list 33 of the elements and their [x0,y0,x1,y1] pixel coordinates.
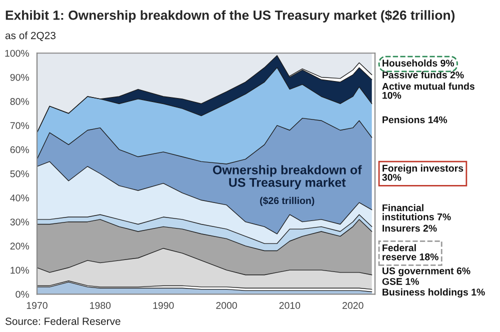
x-tick-label: 1980 [90,302,111,309]
y-tick-label: 0% [16,290,30,298]
series-label: Financial institutions 7% [382,204,451,220]
y-tick-label: 90% [10,74,30,81]
y-tick-label: 10% [10,266,30,274]
series-label: Households 9% [382,59,454,67]
series-label: GSE 1% [382,278,419,285]
y-tick-label: 40% [10,194,30,202]
annotation: Ownership breakdown of US Treasury market [212,165,362,190]
series-label: US government 6% [382,267,470,276]
series-label: Insurers 2% [382,224,437,232]
series-label: Foreign investors 30% [382,164,464,181]
y-tick-label: 60% [10,146,30,154]
series-label: Business holdings 1% [382,288,485,298]
annotation: ($26 trillion) [260,196,314,206]
chart-title: Exhibit 1: Ownership breakdown of the US Treasury market ($26 trillion) [6,10,455,22]
y-tick-label: 30% [10,218,30,226]
y-tick-label: 50% [10,170,30,178]
x-tick-label: 1990 [153,302,174,309]
y-tick-label: 70% [10,122,30,130]
y-tick-label: 20% [10,242,30,250]
source-note: Source: Federal Reserve [5,317,120,325]
series-label: Pensions 14% [382,116,448,124]
x-tick-label: 2010 [279,302,300,309]
x-tick-label: 2020 [342,302,364,309]
y-tick-label: 80% [10,98,30,105]
chart-subtitle: as of 2Q23 [5,32,56,42]
x-tick-label: 2000 [216,302,237,309]
series-label: Federal reserve 18% [382,244,438,260]
y-tick-label: 100% [5,50,30,57]
series-label: Passive funds 2% [382,71,464,78]
x-tick-label: 1970 [26,302,48,309]
series-label: Active mutual funds 10% [382,82,474,99]
